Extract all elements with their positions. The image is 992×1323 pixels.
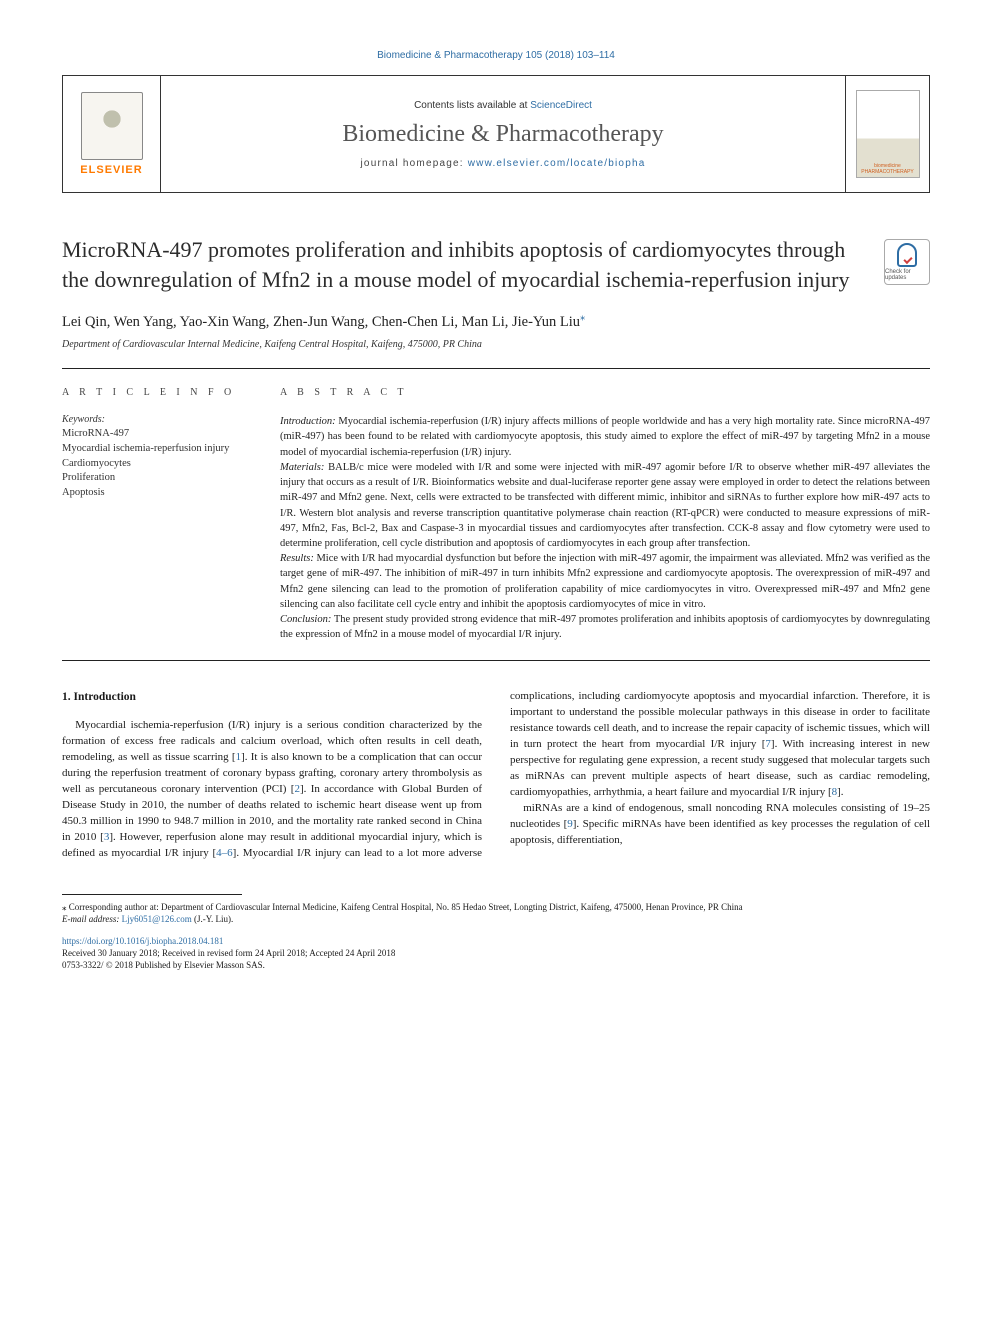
body-text: 1. Introduction Myocardial ischemia-repe… — [62, 689, 930, 861]
publisher-name: ELSEVIER — [80, 164, 142, 176]
homepage-link[interactable]: www.elsevier.com/locate/biopha — [468, 158, 646, 169]
author-list: Lei Qin, Wen Yang, Yao-Xin Wang, Zhen-Ju… — [62, 312, 930, 331]
corresponding-marker: ⁎ — [580, 312, 585, 323]
check-updates-label: Check for updates — [885, 269, 929, 281]
affiliation: Department of Cardiovascular Internal Me… — [62, 339, 930, 350]
body-span: ]. Specific miRNAs have been identified … — [510, 818, 930, 846]
homepage-prefix: journal homepage: — [361, 158, 468, 169]
check-updates-badge[interactable]: Check for updates — [884, 239, 930, 285]
sciencedirect-link[interactable]: ScienceDirect — [530, 100, 592, 111]
authors-text: Lei Qin, Wen Yang, Yao-Xin Wang, Zhen-Ju… — [62, 314, 580, 330]
divider — [62, 660, 930, 661]
elsevier-tree-icon — [81, 92, 143, 160]
footnote-divider — [62, 894, 242, 895]
abstract-conclusion-head: Conclusion: — [280, 614, 331, 625]
abstract-materials-head: Materials: — [280, 462, 324, 473]
keyword-item: Apoptosis — [62, 486, 260, 501]
keywords-list: MicroRNA-497 Myocardial ischemia-reperfu… — [62, 427, 260, 500]
footnotes: ⁎ Corresponding author at: Department of… — [62, 901, 930, 925]
contents-prefix: Contents lists available at — [414, 100, 530, 111]
body-span: ]. — [837, 786, 843, 798]
keywords-heading: Keywords: — [62, 414, 260, 425]
contents-line: Contents lists available at ScienceDirec… — [414, 100, 592, 111]
email-line: E-mail address: Ljy6051@126.com (J.-Y. L… — [62, 913, 930, 925]
abstract-column: A B S T R A C T Introduction: Myocardial… — [280, 387, 930, 642]
header-center: Contents lists available at ScienceDirec… — [161, 76, 845, 192]
citation-link[interactable]: 4–6 — [216, 847, 233, 859]
abstract-results-text: Mice with I/R had myocardial dysfunction… — [280, 553, 930, 610]
abstract-label: A B S T R A C T — [280, 387, 930, 398]
journal-header: ELSEVIER Contents lists available at Sci… — [62, 75, 930, 193]
abstract-conclusion-text: The present study provided strong eviden… — [280, 614, 930, 640]
keyword-item: Cardiomyocytes — [62, 457, 260, 472]
email-suffix: (J.-Y. Liu). — [192, 914, 234, 924]
email-label: E-mail address: — [62, 914, 122, 924]
journal-name: Biomedicine & Pharmacotherapy — [342, 121, 663, 148]
divider — [62, 368, 930, 369]
cover-thumbnail-icon — [856, 90, 920, 178]
keyword-item: MicroRNA-497 — [62, 427, 260, 442]
abstract-intro-text: Myocardial ischemia-reperfusion (I/R) in… — [280, 416, 930, 457]
article-history: Received 30 January 2018; Received in re… — [62, 948, 395, 958]
check-updates-icon — [897, 243, 917, 267]
keyword-item: Proliferation — [62, 471, 260, 486]
article-title: MicroRNA-497 promotes proliferation and … — [62, 235, 868, 294]
doi-link[interactable]: https://doi.org/10.1016/j.biopha.2018.04… — [62, 936, 223, 946]
abstract-intro-head: Introduction: — [280, 416, 336, 427]
keyword-item: Myocardial ischemia-reperfusion injury — [62, 442, 260, 457]
doi-block: https://doi.org/10.1016/j.biopha.2018.04… — [62, 935, 930, 971]
body-paragraph: miRNAs are a kind of endogenous, small n… — [510, 801, 930, 849]
abstract-body: Introduction: Myocardial ischemia-reperf… — [280, 414, 930, 642]
abstract-results-head: Results: — [280, 553, 314, 564]
corresponding-author-footnote: ⁎ Corresponding author at: Department of… — [62, 901, 930, 913]
article-info-column: A R T I C L E I N F O Keywords: MicroRNA… — [62, 387, 280, 642]
journal-cover — [845, 76, 929, 192]
homepage-line: journal homepage: www.elsevier.com/locat… — [361, 158, 646, 169]
abstract-materials-text: BALB/c mice were modeled with I/R and so… — [280, 462, 930, 549]
email-link[interactable]: Ljy6051@126.com — [122, 914, 192, 924]
article-info-label: A R T I C L E I N F O — [62, 387, 260, 398]
issue-citation: Biomedicine & Pharmacotherapy 105 (2018)… — [62, 50, 930, 61]
section-heading: 1. Introduction — [62, 689, 482, 706]
publisher-logo: ELSEVIER — [63, 76, 161, 192]
copyright-line: 0753-3322/ © 2018 Published by Elsevier … — [62, 960, 265, 970]
